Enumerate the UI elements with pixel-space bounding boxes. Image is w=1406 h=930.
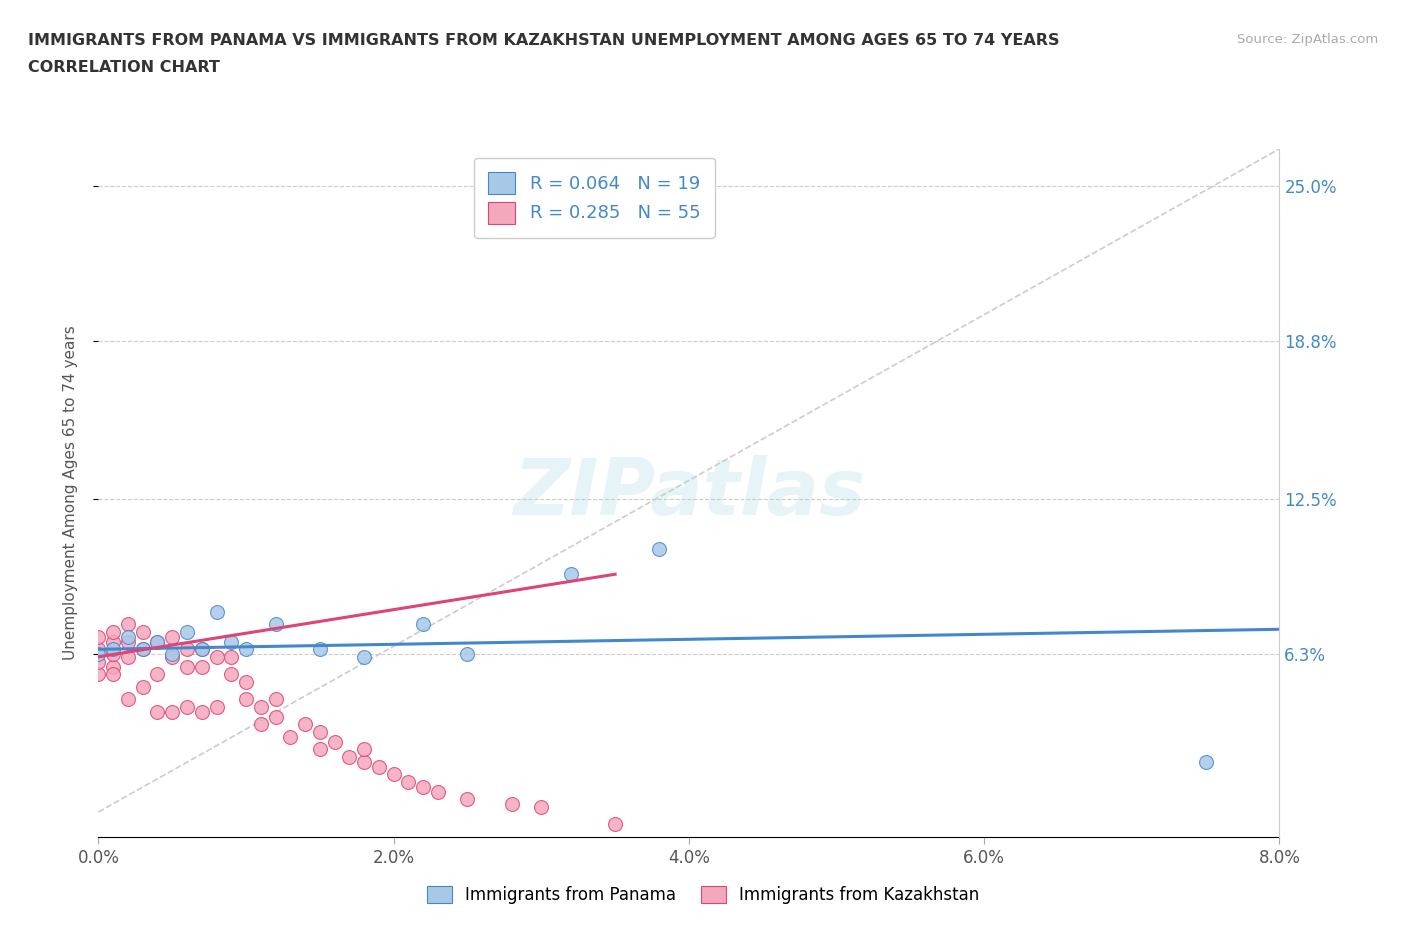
Point xyxy=(87,630,110,644)
Point xyxy=(456,647,478,662)
Point xyxy=(353,649,375,664)
Legend: R = 0.064   N = 19, R = 0.285   N = 55: R = 0.064 N = 19, R = 0.285 N = 55 xyxy=(474,158,716,238)
Point xyxy=(235,674,257,689)
Point xyxy=(87,647,110,662)
Point xyxy=(132,642,155,657)
Point xyxy=(219,649,242,664)
Point xyxy=(162,649,183,664)
Point xyxy=(648,542,671,557)
Point xyxy=(103,642,125,657)
Point xyxy=(132,642,155,657)
Point xyxy=(382,767,405,782)
Point xyxy=(132,624,155,639)
Point xyxy=(219,667,242,682)
Point xyxy=(308,742,332,757)
Point xyxy=(87,667,110,682)
Point xyxy=(103,647,125,662)
Point xyxy=(205,604,228,619)
Point xyxy=(103,659,125,674)
Text: IMMIGRANTS FROM PANAMA VS IMMIGRANTS FROM KAZAKHSTAN UNEMPLOYMENT AMONG AGES 65 : IMMIGRANTS FROM PANAMA VS IMMIGRANTS FRO… xyxy=(28,33,1060,47)
Point xyxy=(117,630,139,644)
Point xyxy=(176,642,198,657)
Point xyxy=(117,634,139,649)
Legend: Immigrants from Panama, Immigrants from Kazakhstan: Immigrants from Panama, Immigrants from … xyxy=(418,878,988,912)
Point xyxy=(250,699,273,714)
Point xyxy=(205,649,228,664)
Point xyxy=(426,785,449,800)
Text: ZIPatlas: ZIPatlas xyxy=(513,455,865,531)
Point xyxy=(367,760,389,775)
Point xyxy=(103,667,125,682)
Point xyxy=(103,624,125,639)
Point xyxy=(117,692,139,707)
Point xyxy=(560,566,582,581)
Point xyxy=(87,655,110,670)
Point xyxy=(162,647,183,662)
Point xyxy=(191,659,214,674)
Point xyxy=(176,699,198,714)
Point xyxy=(396,775,419,790)
Point xyxy=(191,642,214,657)
Point xyxy=(146,634,169,649)
Point xyxy=(250,717,273,732)
Point xyxy=(162,704,183,719)
Point xyxy=(235,692,257,707)
Point xyxy=(146,667,169,682)
Point xyxy=(191,704,214,719)
Point xyxy=(103,634,125,649)
Point xyxy=(308,642,332,657)
Point xyxy=(176,624,198,639)
Point xyxy=(87,642,110,657)
Point xyxy=(264,710,287,724)
Point xyxy=(605,817,627,832)
Point xyxy=(117,617,139,631)
Text: Source: ZipAtlas.com: Source: ZipAtlas.com xyxy=(1237,33,1378,46)
Point xyxy=(191,642,214,657)
Point xyxy=(501,797,523,812)
Point xyxy=(146,704,169,719)
Point xyxy=(278,729,302,744)
Point xyxy=(146,634,169,649)
Point xyxy=(412,617,434,631)
Point xyxy=(412,779,434,794)
Point xyxy=(308,724,332,739)
Point xyxy=(353,754,375,769)
Point xyxy=(264,617,287,631)
Point xyxy=(294,717,316,732)
Point xyxy=(235,642,257,657)
Point xyxy=(205,699,228,714)
Point xyxy=(353,742,375,757)
Point xyxy=(1194,754,1216,769)
Point xyxy=(337,750,360,764)
Point xyxy=(456,792,478,807)
Point xyxy=(132,680,155,695)
Text: CORRELATION CHART: CORRELATION CHART xyxy=(28,60,219,75)
Y-axis label: Unemployment Among Ages 65 to 74 years: Unemployment Among Ages 65 to 74 years xyxy=(63,326,77,660)
Point xyxy=(176,659,198,674)
Point xyxy=(117,649,139,664)
Point xyxy=(162,630,183,644)
Point xyxy=(530,800,553,815)
Point xyxy=(219,634,242,649)
Point xyxy=(323,735,346,750)
Point xyxy=(264,692,287,707)
